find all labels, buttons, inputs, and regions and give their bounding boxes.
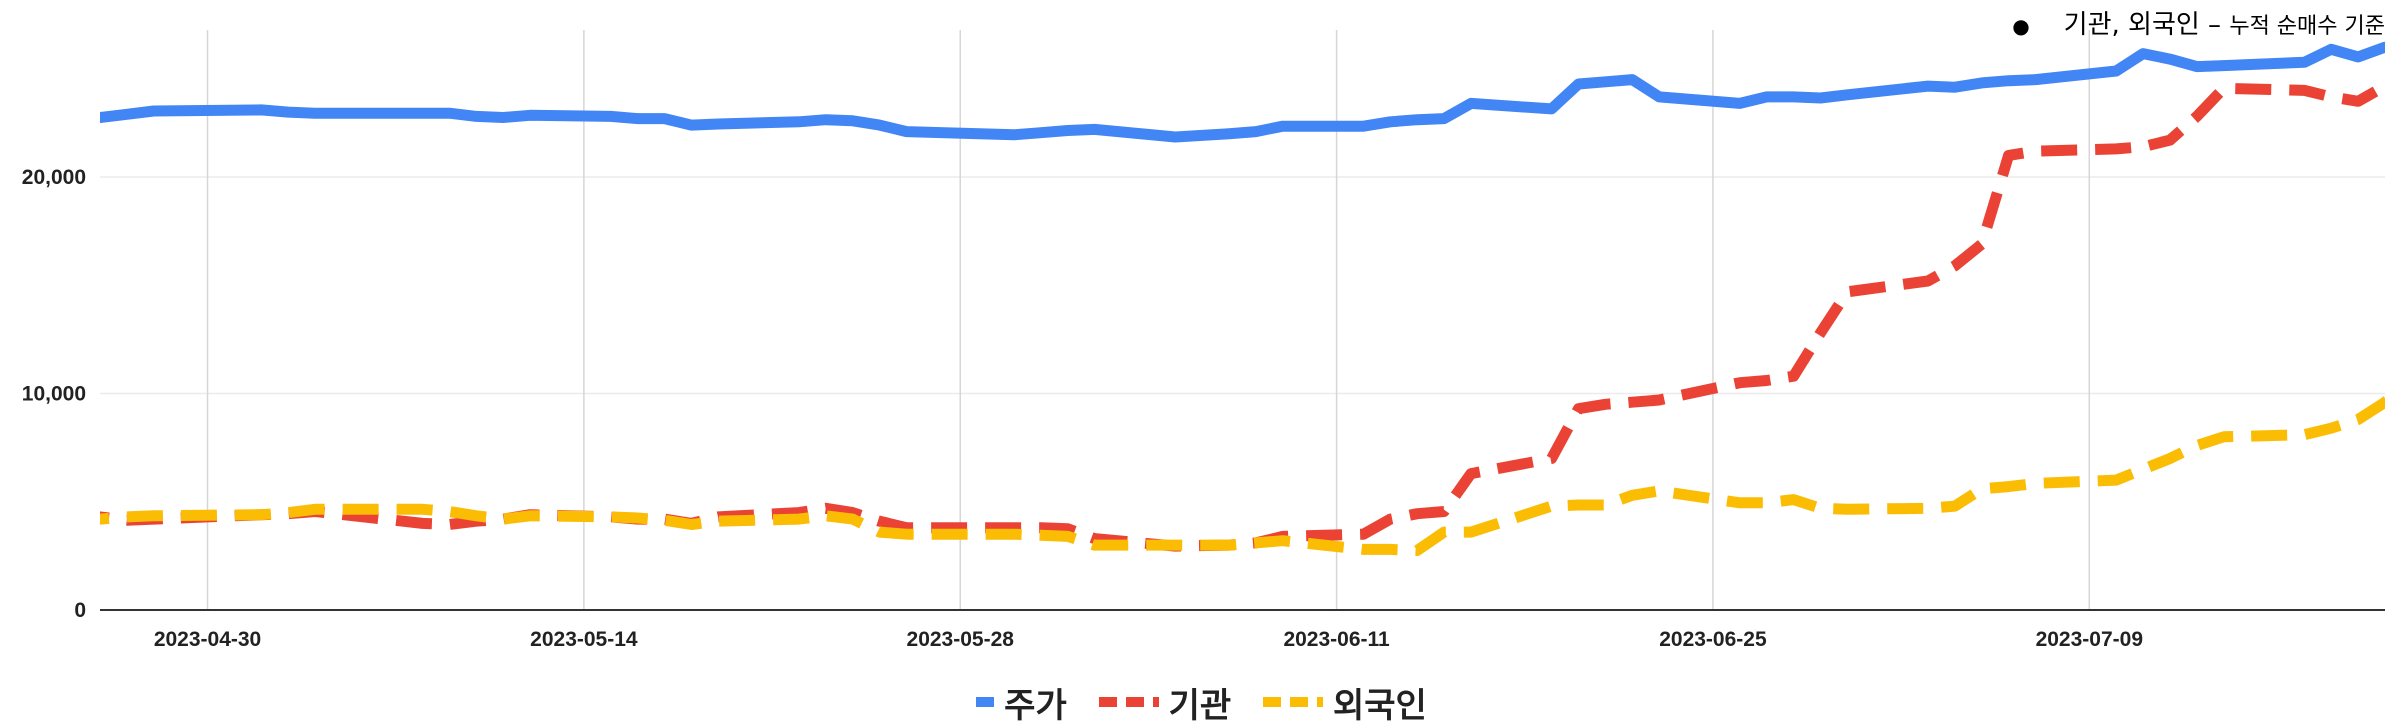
x-tick-label: 2023-05-28 — [907, 628, 1015, 651]
x-tick-label: 2023-05-14 — [530, 628, 638, 651]
x-tick-label: 2023-06-11 — [1283, 628, 1390, 651]
series-line-foreigner — [100, 394, 2385, 556]
y-tick-label: 0 — [74, 599, 86, 622]
x-tick-label: 2023-04-30 — [154, 628, 261, 651]
legend-label-price: 주가 — [1004, 685, 1067, 726]
legend-swatch-institution — [1098, 697, 1159, 707]
legend-swatch-foreigner — [1262, 697, 1323, 707]
annotation-main: 기관, 외국인 — [2063, 10, 2200, 40]
legend-label-institution: 기관 — [1168, 685, 1232, 726]
y-axis-tick-labels: 0 10,000 20,000 — [22, 166, 86, 622]
x-axis-tick-labels: 2023-04-30 2023-05-14 2023-05-28 2023-06-11… — [154, 628, 2143, 651]
y-tick-label: 20,000 — [22, 166, 86, 189]
chart-annotation: ● 기관, 외국인 – 누적 순매수 기준 — [2012, 4, 2385, 41]
legend-item-foreigner: 외국인 — [1262, 678, 1427, 727]
legend-item-institution: 기관 — [1098, 678, 1232, 727]
series-line-institution — [100, 80, 2385, 552]
annotation-detail: 누적 순매수 기준 — [2229, 14, 2385, 39]
series-line-price — [100, 41, 2385, 143]
annotation-separator: – — [2199, 10, 2230, 40]
legend-label-foreigner: 외국인 — [1332, 685, 1427, 726]
legend-item-price: 주가 — [976, 678, 1067, 727]
x-tick-label: 2023-06-25 — [1659, 628, 1767, 651]
chart-legend: 주가 기관 외국인 — [0, 676, 2403, 727]
legend-swatch-price — [976, 697, 995, 707]
x-tick-label: 2023-07-09 — [2036, 628, 2143, 651]
chart-series-lines — [100, 41, 2385, 556]
y-tick-label: 10,000 — [22, 383, 86, 406]
bullet-icon: ● — [2012, 13, 2030, 38]
